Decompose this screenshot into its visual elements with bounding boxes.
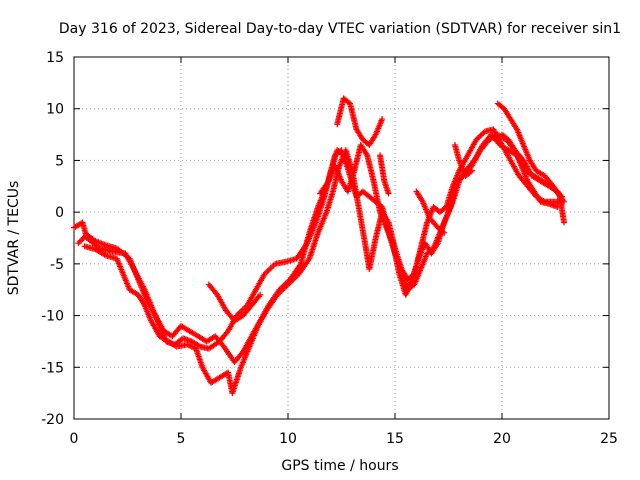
series-track-8 [413, 188, 448, 236]
data-point [441, 229, 448, 236]
y-tick-label: 10 [46, 102, 64, 118]
data-point [337, 148, 344, 155]
y-tick-label: -10 [41, 309, 64, 325]
y-axis-label: SDTVAR / TECUs [6, 181, 22, 296]
data-point [379, 116, 386, 123]
series-track-11 [499, 131, 561, 210]
data-point [467, 168, 474, 175]
x-tick-label: 10 [279, 431, 297, 447]
data-point [476, 133, 483, 140]
data-point [76, 238, 83, 245]
data-point [385, 190, 392, 197]
data-point [479, 131, 486, 138]
y-tick-label: 5 [55, 153, 64, 169]
data-point [554, 203, 561, 210]
x-tick-label: 0 [70, 431, 79, 447]
data-point [561, 198, 568, 205]
series-track-9 [451, 141, 476, 179]
series-track-6 [317, 147, 345, 197]
axis-ticks: 0 5 10 15 20 25 -20 -15 -10 -5 0 5 10 15 [41, 50, 618, 447]
y-tick-label: -5 [50, 257, 64, 273]
series-track-10 [494, 100, 568, 226]
series-track-5 [334, 95, 386, 148]
x-tick-label: 5 [177, 431, 186, 447]
data-point [257, 291, 264, 298]
data-point [338, 147, 345, 154]
data-point [439, 228, 446, 235]
chart-title: Day 316 of 2023, Sidereal Day-to-day VTE… [59, 21, 621, 37]
y-tick-label: -15 [41, 360, 64, 376]
data-point [75, 240, 82, 247]
x-tick-label: 15 [386, 431, 404, 447]
y-tick-label: -20 [41, 412, 64, 428]
series-track-7 [377, 152, 392, 197]
x-tick-label: 25 [600, 431, 618, 447]
data-point [477, 132, 484, 139]
series-track-4 [205, 281, 264, 324]
series-track-2 [75, 131, 568, 366]
y-tick-label: 15 [46, 50, 64, 66]
plot-frame [73, 56, 610, 420]
data-series [71, 95, 568, 397]
data-point [78, 237, 85, 244]
x-tick-label: 20 [493, 431, 511, 447]
data-point [561, 219, 568, 226]
y-tick-label: 0 [55, 205, 64, 221]
x-axis-label: GPS time / hours [281, 458, 398, 474]
data-point [469, 167, 476, 174]
